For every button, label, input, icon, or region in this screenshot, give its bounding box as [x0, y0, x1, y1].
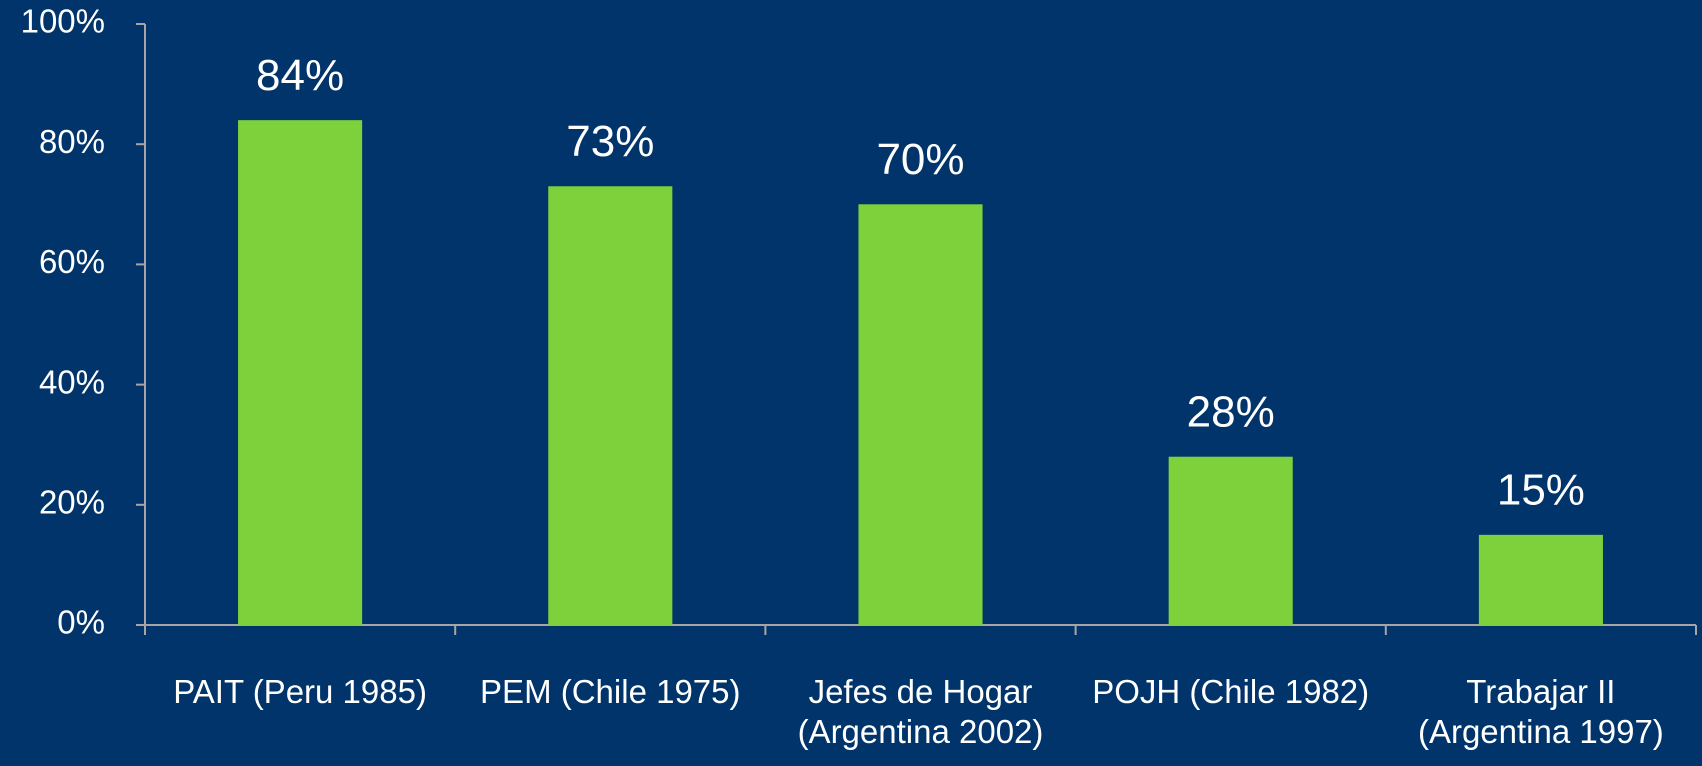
y-tick-label: 80% — [39, 123, 105, 160]
y-tick-label: 100% — [21, 3, 105, 40]
x-tick-label: PAIT (Peru 1985) — [173, 673, 427, 710]
bar — [548, 186, 673, 625]
value-label: 73% — [566, 117, 654, 166]
bar — [1168, 456, 1293, 625]
y-tick-label: 40% — [39, 363, 105, 400]
value-label: 70% — [876, 135, 964, 184]
y-tick-label: 60% — [39, 243, 105, 280]
value-label: 28% — [1187, 387, 1275, 436]
x-tick-label: POJH (Chile 1982) — [1092, 673, 1370, 710]
value-label: 15% — [1497, 465, 1585, 514]
bar — [1478, 534, 1603, 625]
bar — [858, 204, 983, 626]
bar — [238, 120, 363, 625]
x-tick-label: Trabajar II (Argentina 1997) — [1417, 673, 1664, 750]
value-label: 84% — [256, 51, 344, 100]
x-tick-label: Jefes de Hogar (Argentina 2002) — [797, 673, 1044, 750]
x-tick-label: PEM (Chile 1975) — [480, 673, 741, 710]
y-tick-label: 0% — [57, 604, 105, 641]
y-tick-label: 20% — [39, 484, 105, 521]
